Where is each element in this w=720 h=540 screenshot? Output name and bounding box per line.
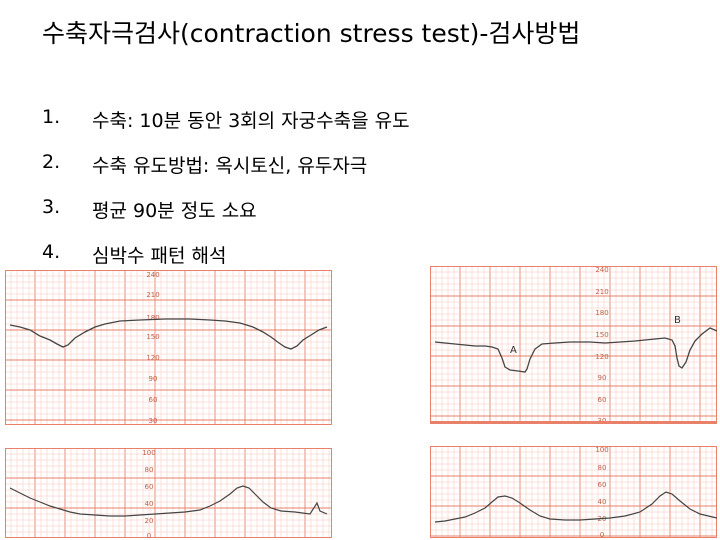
tick-label: 210	[595, 288, 608, 296]
tick-label: 60	[145, 483, 154, 491]
tick-label: 100	[142, 449, 155, 457]
tick-label: 60	[598, 396, 607, 404]
tick-label: 60	[149, 396, 158, 404]
tick-label: 80	[598, 464, 607, 472]
list-item: 3. 평균 90분 정도 소요	[42, 196, 257, 222]
ctg-left-fhr-strip: 240 210 180 150 120 90 60 30	[5, 270, 332, 425]
ctg-grid	[5, 270, 332, 425]
tick-label: 100	[595, 446, 608, 454]
ctg-right-fhr-strip: 240 210 180 150 120 90 60 30 A B	[430, 266, 717, 424]
tick-label: 90	[598, 374, 607, 382]
tick-label: 150	[146, 333, 159, 341]
tick-label: 30	[149, 417, 158, 425]
uc-trace	[434, 491, 717, 523]
tick-label: 60	[598, 481, 607, 489]
ctg-left-uc-strip: 100 80 60 40 20 0	[5, 448, 332, 538]
tick-label: 90	[149, 375, 158, 383]
list-item: 2. 수축 유도방법: 옥시토신, 유두자극	[42, 151, 368, 177]
slide-title: 수축자극검사(contraction stress test)-검사방법	[42, 19, 581, 48]
method-list: 1. 수축: 10분 동안 3회의 자궁수축을 유도 2. 수축 유도방법: 옥시토…	[42, 106, 410, 286]
tick-label: 40	[598, 498, 607, 506]
fhr-trace	[434, 327, 717, 373]
fhr-trace	[9, 318, 328, 350]
list-item: 4. 심박수 패턴 해석	[42, 241, 227, 267]
tick-label: 210	[146, 291, 159, 299]
tick-label: 0	[147, 532, 151, 538]
fhr-tick-labels: 240 210 180 150 120 90 60 30	[595, 266, 608, 424]
annotation-label-a: A	[510, 345, 517, 356]
annotation-label-b: B	[674, 315, 681, 326]
tick-label: 0	[600, 531, 604, 538]
tick-label: 40	[145, 500, 154, 508]
ctg-grid	[5, 448, 332, 538]
tick-label: 240	[146, 271, 159, 279]
tick-label: 80	[145, 466, 154, 474]
tick-label: 30	[598, 417, 607, 424]
ctg-right-uc-strip: 100 80 60 40 20 0	[430, 446, 717, 538]
tick-label: 150	[595, 331, 608, 339]
tick-label: 180	[595, 309, 608, 317]
ctg-grid	[430, 266, 717, 424]
tick-label: 120	[146, 354, 159, 362]
ctg-grid	[430, 446, 717, 538]
tick-label: 240	[595, 266, 608, 274]
tick-label: 180	[146, 314, 159, 322]
tick-label: 120	[595, 353, 608, 361]
fhr-tick-labels: 240 210 180 150 120 90 60 30	[146, 271, 159, 425]
uc-tick-labels: 100 80 60 40 20 0	[142, 449, 155, 538]
tick-label: 20	[145, 517, 154, 525]
uc-trace	[9, 485, 328, 517]
list-item: 1. 수축: 10분 동안 3회의 자궁수축을 유도	[42, 106, 410, 132]
